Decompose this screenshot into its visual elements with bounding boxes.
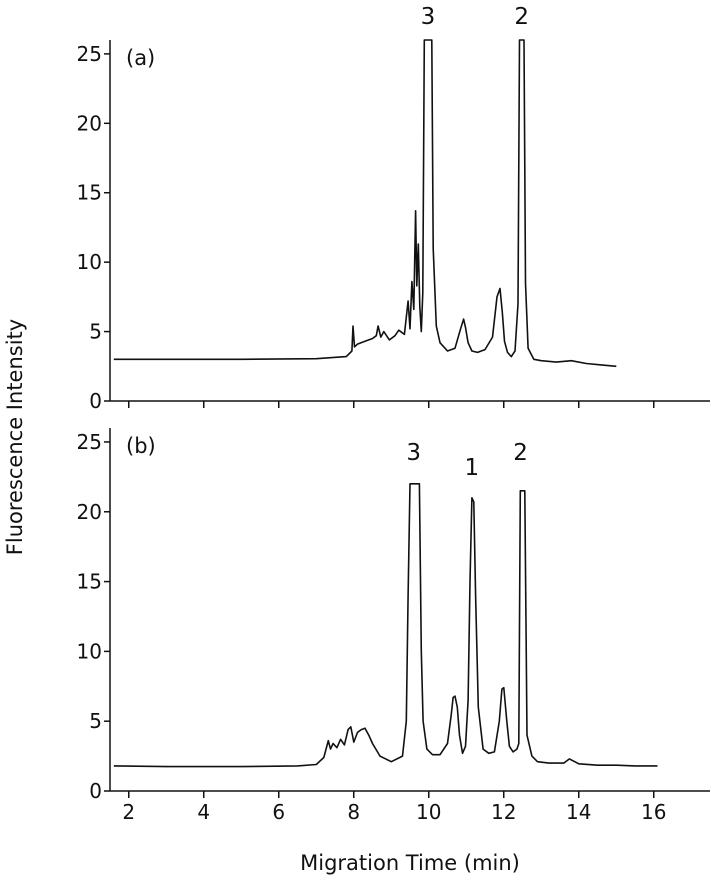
x-tick-label: 12: [491, 800, 516, 824]
panel-label: (b): [126, 434, 156, 458]
y-tick-label: 10: [77, 250, 102, 274]
y-tick-label: 25: [77, 430, 102, 454]
y-tick-label: 20: [77, 111, 102, 135]
panel-a: 0 5 10 15 20 25 (a) 3 2: [77, 4, 710, 413]
y-tick-label: 25: [77, 42, 102, 66]
trace-line: [113, 482, 658, 768]
peak-label: 2: [514, 4, 529, 30]
y-tick-label: 15: [77, 181, 102, 205]
x-tick-label: 10: [416, 800, 441, 824]
peak-label: 3: [421, 4, 436, 30]
x-tick-label: 14: [566, 800, 591, 824]
x-tick-label: 4: [197, 800, 210, 824]
y-tick-label: 10: [77, 639, 102, 663]
x-axis-title: Migration Time (min): [300, 851, 520, 875]
x-tick-label: 6: [272, 800, 285, 824]
y-axis-title: Fluorescence Intensity: [3, 319, 27, 555]
y-tick-label: 20: [77, 500, 102, 524]
y-tick-label: 0: [89, 389, 102, 413]
y-tick-label: 15: [77, 570, 102, 594]
peak-label: 3: [406, 440, 421, 466]
y-tick-label: 0: [89, 779, 102, 803]
x-tick-label: 16: [641, 800, 666, 824]
peak-label: 2: [513, 440, 528, 466]
peak-label: 1: [465, 455, 480, 481]
panel-label: (a): [126, 46, 155, 70]
y-tick-label: 5: [89, 709, 102, 733]
trace-line: [113, 39, 617, 368]
y-tick-label: 5: [89, 320, 102, 344]
x-tick-label: 2: [122, 800, 135, 824]
x-tick-label: 8: [347, 800, 360, 824]
